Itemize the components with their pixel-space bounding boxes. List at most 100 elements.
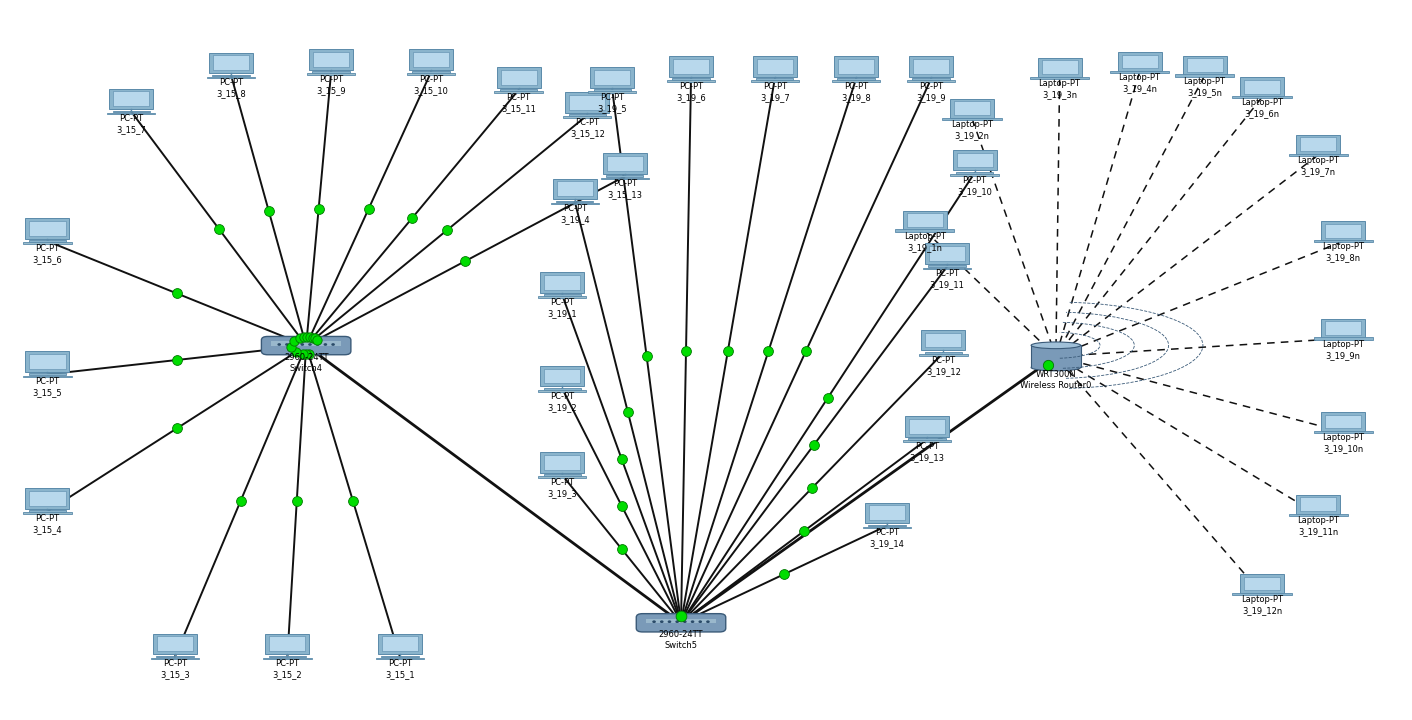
- FancyBboxPatch shape: [497, 67, 541, 88]
- FancyBboxPatch shape: [925, 243, 969, 264]
- Text: PC-PT
3_19_11: PC-PT 3_19_11: [929, 269, 964, 289]
- FancyBboxPatch shape: [603, 153, 647, 174]
- Text: Laptop-PT
3_19_7n: Laptop-PT 3_19_7n: [1298, 156, 1340, 176]
- FancyBboxPatch shape: [753, 56, 796, 77]
- FancyBboxPatch shape: [541, 366, 585, 387]
- Circle shape: [676, 621, 678, 622]
- Point: [299, 331, 322, 343]
- FancyBboxPatch shape: [538, 390, 586, 392]
- Point: [306, 334, 329, 346]
- Text: PC-PT
3_15_3: PC-PT 3_15_3: [160, 660, 189, 680]
- Point: [298, 348, 321, 360]
- FancyBboxPatch shape: [30, 491, 65, 505]
- FancyBboxPatch shape: [914, 59, 949, 73]
- Text: PC-PT
3_19_4: PC-PT 3_19_4: [561, 204, 590, 225]
- FancyBboxPatch shape: [606, 176, 644, 177]
- FancyBboxPatch shape: [28, 374, 66, 375]
- FancyBboxPatch shape: [569, 95, 606, 109]
- FancyBboxPatch shape: [909, 56, 953, 77]
- FancyBboxPatch shape: [907, 213, 943, 227]
- FancyBboxPatch shape: [1118, 53, 1162, 71]
- FancyBboxPatch shape: [306, 73, 356, 75]
- FancyBboxPatch shape: [868, 525, 907, 526]
- Point: [285, 495, 308, 507]
- FancyBboxPatch shape: [950, 99, 994, 118]
- FancyBboxPatch shape: [1313, 431, 1372, 433]
- FancyBboxPatch shape: [1300, 498, 1336, 511]
- Text: PC-PT
3_19_9: PC-PT 3_19_9: [916, 82, 946, 102]
- Point: [610, 543, 633, 554]
- Point: [795, 346, 818, 357]
- Text: PC-PT
3_19_8: PC-PT 3_19_8: [842, 82, 871, 102]
- Point: [165, 354, 188, 366]
- FancyBboxPatch shape: [107, 113, 155, 114]
- Text: Laptop-PT
3_19_4n: Laptop-PT 3_19_4n: [1118, 73, 1161, 94]
- Point: [792, 526, 815, 537]
- FancyBboxPatch shape: [1296, 495, 1340, 514]
- FancyBboxPatch shape: [268, 656, 306, 657]
- FancyBboxPatch shape: [541, 452, 585, 473]
- Text: PC-PT
3_15_8: PC-PT 3_15_8: [216, 78, 246, 99]
- FancyBboxPatch shape: [637, 613, 726, 632]
- Point: [669, 611, 692, 622]
- FancyBboxPatch shape: [1296, 135, 1340, 154]
- FancyBboxPatch shape: [1289, 513, 1348, 516]
- Point: [308, 203, 330, 215]
- Text: Laptop-PT
3_19_10n: Laptop-PT 3_19_10n: [1322, 433, 1364, 454]
- FancyBboxPatch shape: [1233, 593, 1292, 595]
- Point: [292, 331, 315, 343]
- FancyBboxPatch shape: [544, 388, 580, 390]
- Text: Laptop-PT
3_19_12n: Laptop-PT 3_19_12n: [1241, 595, 1284, 616]
- Text: 2960-24TT
Switch5: 2960-24TT Switch5: [659, 630, 703, 650]
- Point: [675, 346, 698, 357]
- FancyBboxPatch shape: [587, 91, 637, 93]
- Circle shape: [699, 621, 702, 622]
- FancyBboxPatch shape: [1029, 76, 1089, 79]
- FancyBboxPatch shape: [647, 618, 716, 623]
- Ellipse shape: [1031, 364, 1080, 371]
- Point: [289, 332, 312, 343]
- FancyBboxPatch shape: [309, 49, 353, 70]
- Text: PC-PT
3_15_5: PC-PT 3_15_5: [32, 377, 62, 397]
- FancyBboxPatch shape: [905, 416, 949, 437]
- Text: Laptop-PT
3_19_3n: Laptop-PT 3_19_3n: [1039, 79, 1080, 99]
- FancyBboxPatch shape: [538, 477, 586, 478]
- FancyBboxPatch shape: [565, 92, 610, 113]
- FancyBboxPatch shape: [834, 56, 878, 77]
- FancyBboxPatch shape: [590, 67, 634, 88]
- FancyBboxPatch shape: [942, 117, 1003, 120]
- Point: [610, 500, 633, 511]
- Text: Laptop-PT
3_19_5n: Laptop-PT 3_19_5n: [1183, 77, 1226, 97]
- Point: [357, 203, 380, 215]
- FancyBboxPatch shape: [1322, 222, 1365, 240]
- FancyBboxPatch shape: [929, 266, 966, 267]
- FancyBboxPatch shape: [1313, 240, 1372, 243]
- FancyBboxPatch shape: [500, 70, 537, 84]
- Text: PC-PT
3_19_7: PC-PT 3_19_7: [760, 82, 789, 102]
- Point: [455, 256, 477, 267]
- FancyBboxPatch shape: [950, 174, 998, 176]
- Text: PC-PT
3_15_12: PC-PT 3_15_12: [570, 118, 604, 138]
- FancyBboxPatch shape: [538, 297, 586, 298]
- Text: PC-PT
3_19_1: PC-PT 3_19_1: [548, 298, 578, 318]
- Text: 2960-24TT
Switch4: 2960-24TT Switch4: [284, 353, 329, 373]
- FancyBboxPatch shape: [23, 513, 72, 514]
- FancyBboxPatch shape: [1183, 55, 1227, 75]
- FancyBboxPatch shape: [544, 275, 580, 289]
- FancyBboxPatch shape: [923, 268, 971, 269]
- Point: [635, 351, 658, 362]
- FancyBboxPatch shape: [25, 351, 69, 372]
- FancyBboxPatch shape: [569, 114, 606, 116]
- Point: [617, 406, 640, 418]
- FancyBboxPatch shape: [1121, 55, 1158, 68]
- FancyBboxPatch shape: [1326, 224, 1361, 238]
- FancyBboxPatch shape: [925, 352, 962, 354]
- FancyBboxPatch shape: [261, 336, 350, 355]
- FancyBboxPatch shape: [955, 102, 990, 115]
- Text: PC-PT
3_15_13: PC-PT 3_15_13: [607, 179, 642, 199]
- FancyBboxPatch shape: [25, 218, 69, 239]
- FancyBboxPatch shape: [541, 272, 585, 293]
- FancyBboxPatch shape: [1322, 412, 1365, 431]
- Point: [716, 346, 738, 357]
- FancyBboxPatch shape: [907, 81, 955, 82]
